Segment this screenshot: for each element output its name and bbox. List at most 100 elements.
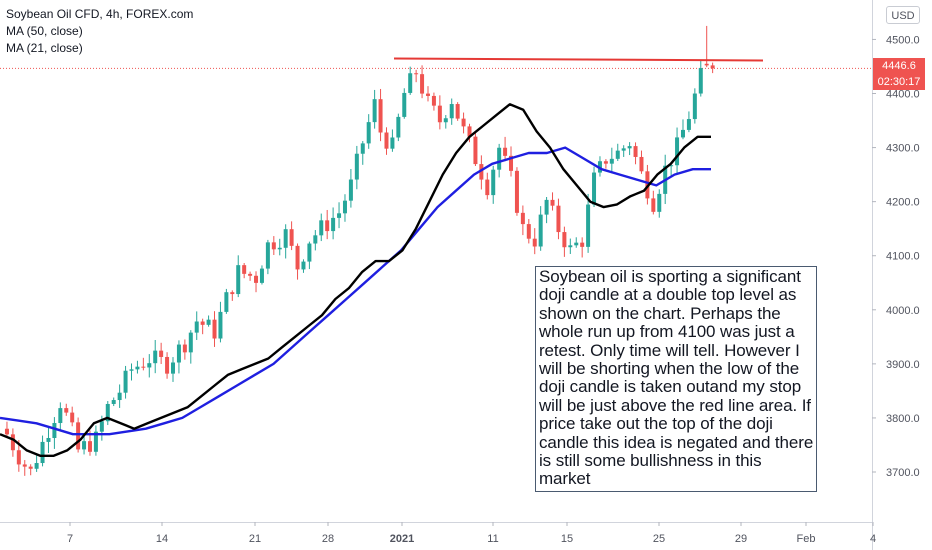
candle-body [437,105,442,123]
candle-body [580,242,585,247]
candle-body [455,104,460,119]
candle-body [82,441,87,450]
candle-body [117,392,122,401]
candle-body [171,362,176,374]
candle-body [633,146,638,157]
symbol-title[interactable]: Soybean Oil CFD, 4h, FOREX.com [6,7,194,21]
candle-body [692,93,697,120]
candle-body [105,403,110,422]
candle-body [449,104,454,119]
candle-body [491,169,496,196]
candle-body [325,220,330,232]
candle-body [420,74,425,94]
candle-body [58,408,63,424]
y-tick-label: 3900.0 [886,359,920,371]
candle-body [182,344,187,353]
candle-body [360,143,365,154]
x-tick-label: Feb [797,533,816,545]
candle-body [425,93,430,96]
candle-body [431,95,436,106]
candle-body [538,214,543,247]
candle-body [242,265,247,274]
y-tick-label: 4200.0 [886,197,920,209]
candle-body [87,441,92,452]
candle-body [28,466,33,469]
candle-body [574,242,579,246]
candle-body [342,200,347,214]
y-tick-label: 3800.0 [886,413,920,425]
y-tick-label: 4000.0 [886,305,920,317]
y-tick-label: 4400.0 [886,89,920,101]
candle-body [236,265,241,295]
candle-body [366,122,371,144]
candle-body [147,363,152,368]
candle-body [176,344,181,363]
candle-body [372,99,377,123]
y-tick-label: 4300.0 [886,143,920,155]
candle-body [461,118,466,127]
candle-body [265,242,270,269]
bar-countdown-label: 02:30:17 [873,74,925,90]
candle-body [704,63,709,66]
candle-body [135,366,140,370]
candle-body [76,422,81,450]
ma21-line [0,103,711,457]
candle-body [479,164,484,180]
candle-body [224,292,229,312]
candle-body [669,165,674,167]
candle-body [675,137,680,166]
candle-body [93,431,98,452]
candle-body [609,158,614,164]
candle-body [556,205,561,233]
candle-body [40,441,45,464]
candle-body [497,147,502,170]
candle-body [603,161,608,164]
candle-body [165,356,170,374]
x-tick-label: 7 [67,533,73,545]
ma21-legend-item[interactable]: MA (21, close) [6,41,83,55]
candle-body [46,437,51,442]
candle-body [200,321,205,325]
candle-body [354,153,359,180]
ma50-legend-item[interactable]: MA (50, close) [6,24,83,38]
candle-body [141,366,146,368]
candle-body [248,273,253,276]
candle-body [301,261,306,270]
candle-body [313,235,318,244]
candle-body [153,350,158,364]
candle-body [467,126,472,137]
candle-body [657,193,662,212]
candle-body [414,73,419,75]
candle-body [331,217,336,232]
candle-body [212,319,217,339]
candle-body [520,212,525,225]
candle-body [123,370,128,393]
candle-body [568,245,573,248]
candle-body [680,129,685,138]
candle-body [52,423,57,438]
candle-body [503,147,508,156]
candle-body [592,172,597,205]
candle-body [99,421,104,432]
candle-body [4,428,9,435]
currency-button[interactable]: USD [886,6,920,24]
candle-body [218,311,223,339]
candle-body [111,400,116,404]
candle-body [509,155,514,171]
candle-body [396,116,401,138]
candle-body [402,92,407,117]
annotation-text-box[interactable]: Soybean oil is sporting a significant do… [535,266,817,492]
candle-body [10,434,15,451]
candle-body [159,350,164,357]
candle-body [384,132,389,149]
ma50-line [0,146,711,436]
candle-body [230,292,235,295]
candle-body [254,275,259,283]
candle-body [710,65,715,69]
last-price-label: 4446.6 [873,58,925,74]
candle-body [627,146,632,149]
x-tick-label: 21 [249,533,261,545]
candle-body [686,119,691,130]
candle-body [544,199,549,215]
